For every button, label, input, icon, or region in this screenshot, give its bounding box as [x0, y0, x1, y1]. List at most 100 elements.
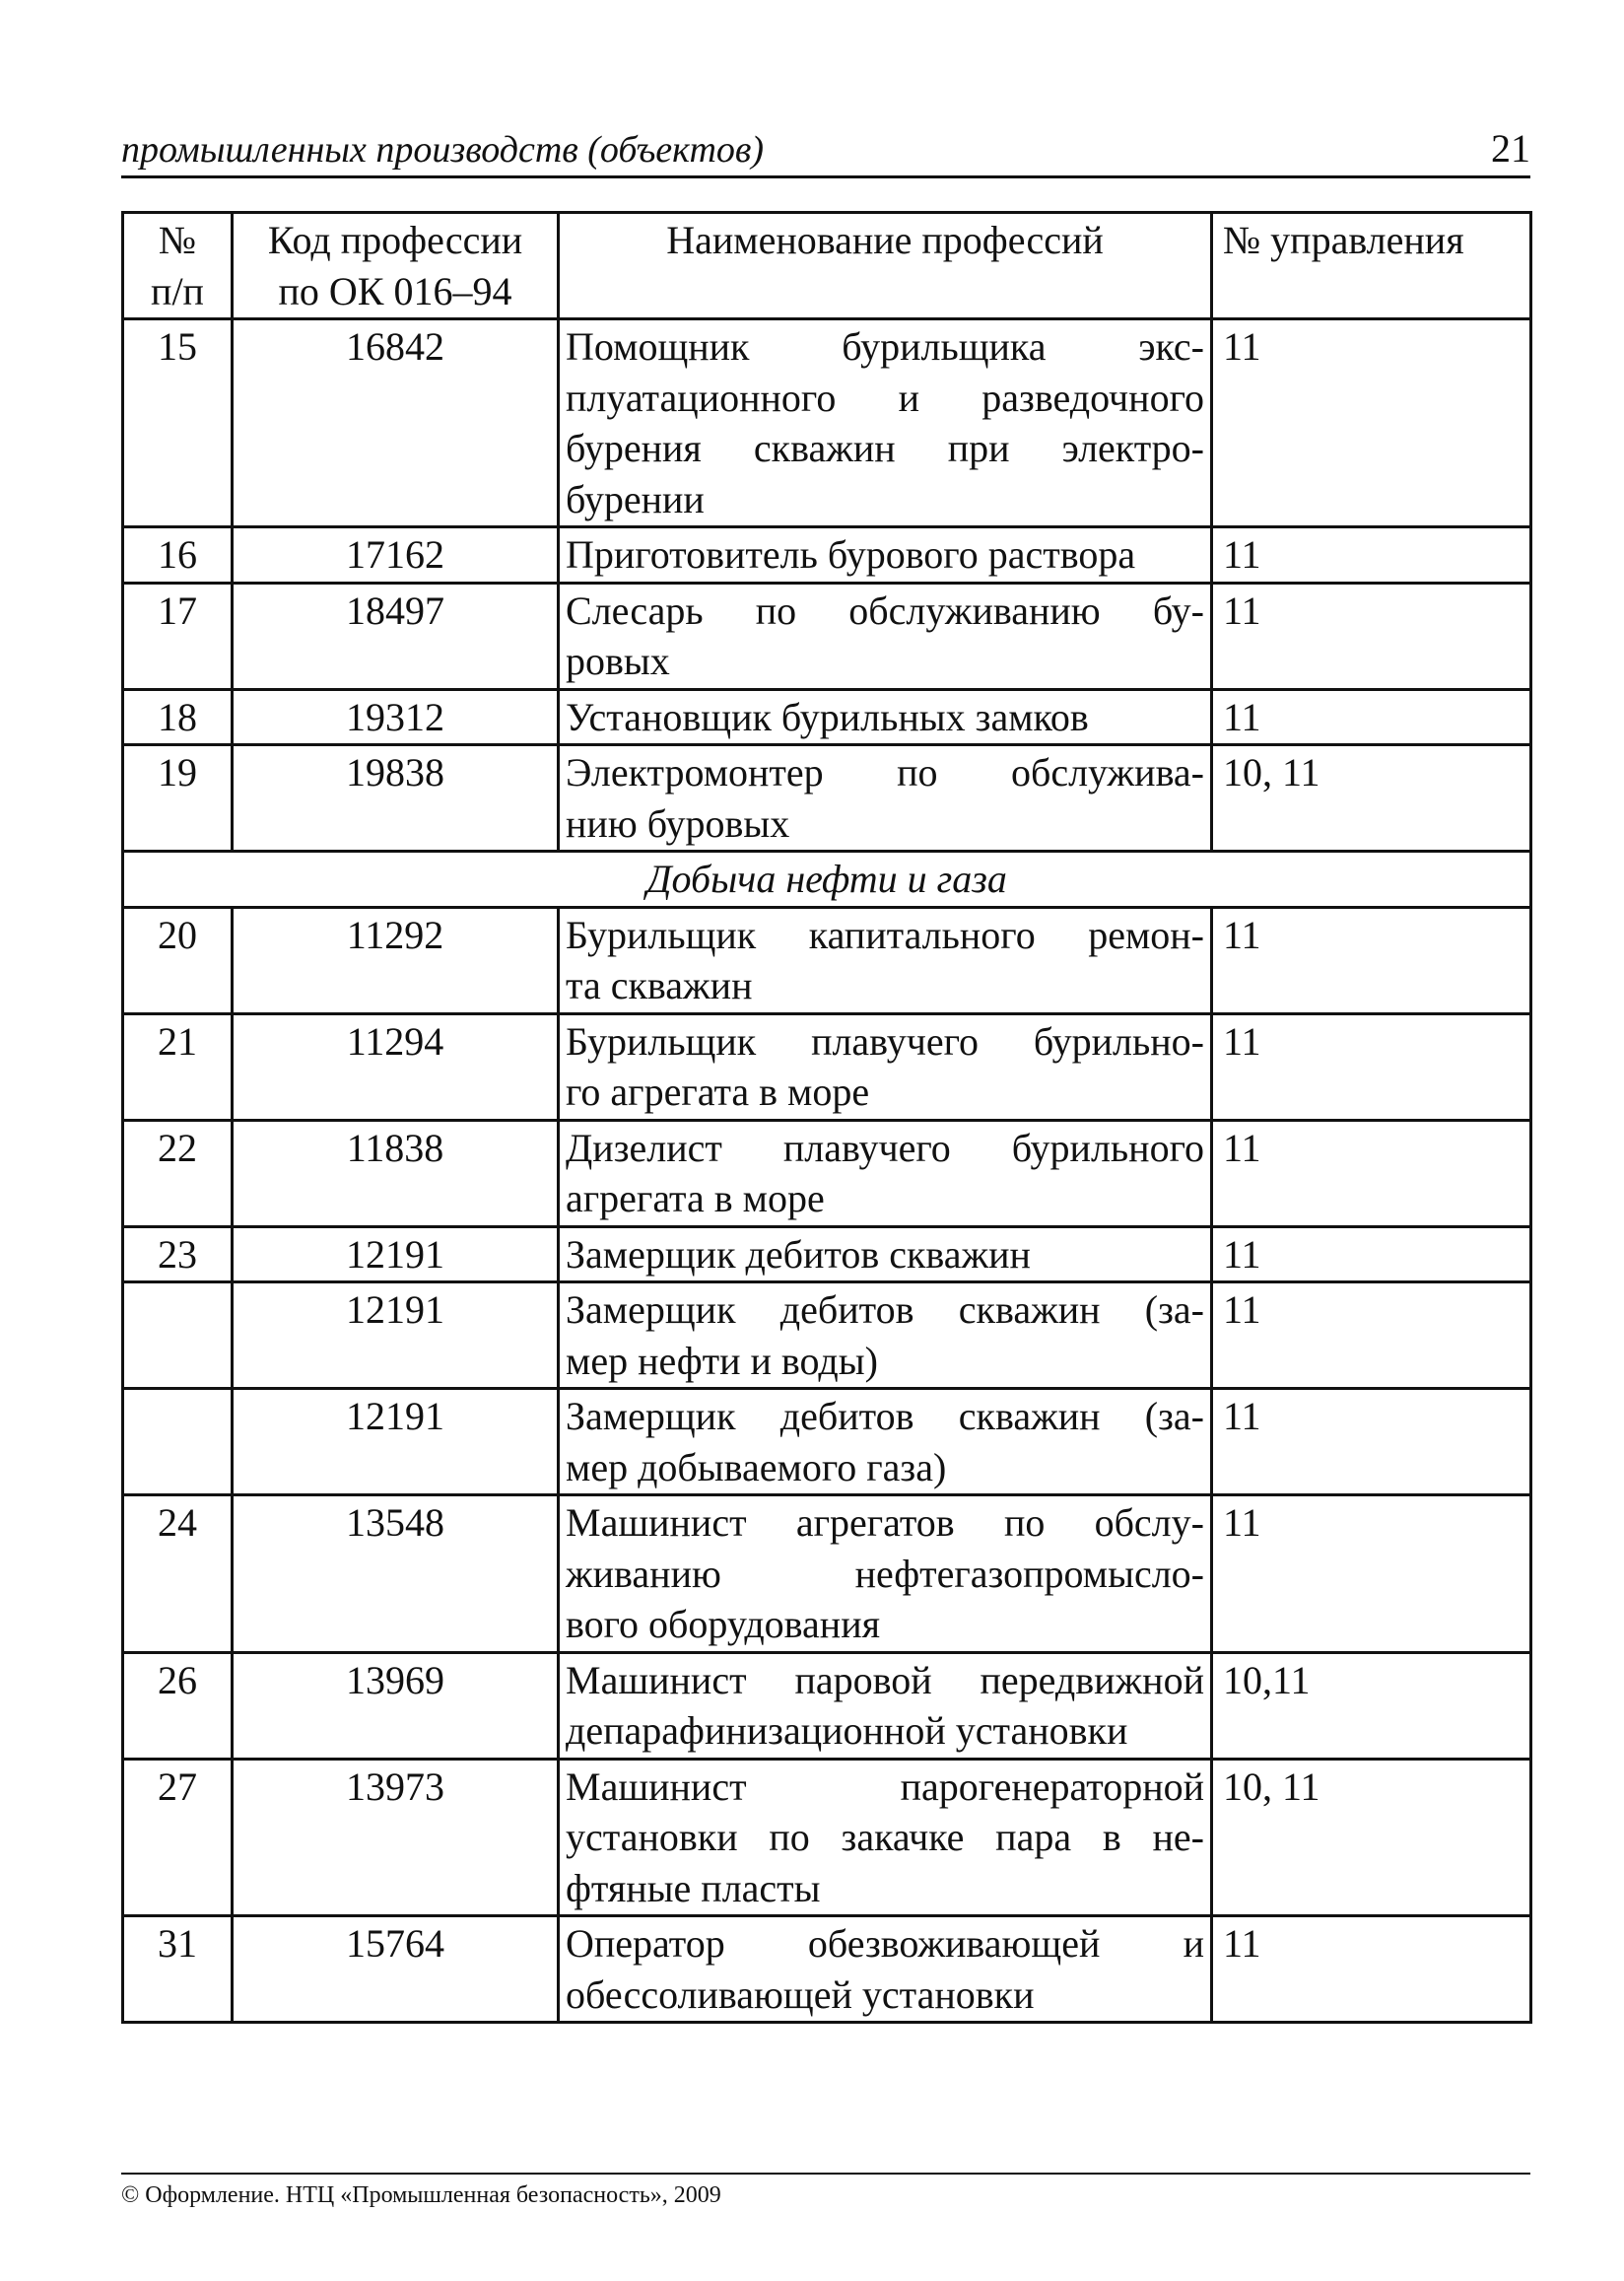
name-line: Машинист парогенераторной — [566, 1763, 1204, 1809]
row-number: 31 — [121, 1914, 234, 2024]
name-line: Приготовитель бурового раствора — [566, 532, 1136, 577]
name-line: Дизелист плавучего бурильного — [566, 1125, 1204, 1170]
section-title: Добыча нефти и газа — [121, 850, 1532, 909]
department-number: 11 — [1210, 1914, 1532, 2024]
profession-code: 12191 — [231, 1387, 560, 1496]
row-number: 15 — [121, 317, 234, 528]
row-number — [121, 1387, 234, 1496]
profession-code: 12191 — [231, 1224, 560, 1283]
name-line: Машинист агрегатов по обслу- — [566, 1500, 1204, 1545]
header-line: Код профессии — [267, 218, 523, 262]
name-line: депарафинизационной установки — [566, 1708, 1128, 1753]
name-line: Бурильщик плавучего бурильно- — [566, 1018, 1204, 1064]
name-line: Замерщик дебитов скважин (за- — [566, 1287, 1204, 1332]
table-row: 17 18497 Слесарь по обслуживанию бу-ровых 11 — [121, 581, 1532, 691]
footer: © Оформление. НТЦ «Промышленная безопасн… — [121, 2173, 1530, 2209]
department-number: 11 — [1210, 1224, 1532, 1283]
table-row: 12191 Замерщик дебитов скважин (за-мер нефти… — [121, 1280, 1532, 1390]
department-number: 11 — [1210, 687, 1532, 746]
row-number: 23 — [121, 1224, 234, 1283]
name-line: мер нефти и воды) — [566, 1338, 878, 1383]
department-number: 11 — [1210, 1280, 1532, 1390]
profession-code: 19838 — [231, 743, 560, 853]
row-number: 24 — [121, 1493, 234, 1654]
department-number: 11 — [1210, 1118, 1532, 1228]
name-line: нию буровых — [566, 800, 790, 846]
profession-name: Замерщик дебитов скважин (за-мер нефти и во… — [557, 1280, 1213, 1390]
header-line: № управления — [1223, 218, 1464, 262]
profession-code: 13973 — [231, 1757, 560, 1917]
profession-name: Слесарь по обслуживанию бу-ровых — [557, 581, 1213, 691]
row-number: 18 — [121, 687, 234, 746]
profession-name: Бурильщик капитального ремон-та скважин — [557, 905, 1213, 1015]
name-line: та скважин — [566, 963, 753, 1007]
table-row: 19 19838 Электромонтер по обслужива-нию буро… — [121, 743, 1532, 853]
name-line: Помощник бурильщика экс- — [566, 324, 1204, 369]
profession-name: Дизелист плавучего бурильного агрегата в мо… — [557, 1118, 1213, 1228]
table-row: 23 12191 Замерщик дебитов скважин 11 — [121, 1224, 1532, 1283]
profession-name: Приготовитель бурового раствора — [557, 525, 1213, 585]
page-number: 21 — [1491, 126, 1530, 171]
header-line: № — [158, 218, 197, 262]
table-row: 24 13548 Машинист агрегатов по обслу-живанию н… — [121, 1493, 1532, 1654]
profession-code: 17162 — [231, 525, 560, 585]
name-line: Слесарь по обслуживанию бу- — [566, 588, 1204, 633]
profession-name: Машинист парогенераторной установки по закач… — [557, 1757, 1213, 1917]
table-row: 16 17162 Приготовитель бурового раствора 11 — [121, 525, 1532, 585]
name-line: обессоливающей установки — [566, 1971, 1035, 2017]
name-line: живанию нефтегазопромысло- — [566, 1551, 1204, 1596]
department-number: 11 — [1210, 581, 1532, 691]
table-row: 22 11838 Дизелист плавучего бурильного агрега… — [121, 1118, 1532, 1228]
name-line: Бурильщик капитального ремон- — [566, 912, 1204, 957]
row-number: 26 — [121, 1650, 234, 1761]
row-number: 17 — [121, 581, 234, 691]
department-number: 11 — [1210, 1011, 1532, 1122]
profession-code: 16842 — [231, 317, 560, 528]
profession-name: Машинист агрегатов по обслу-живанию нефтегаз… — [557, 1493, 1213, 1654]
name-line: Замерщик дебитов скважин — [566, 1231, 1031, 1277]
profession-code: 13969 — [231, 1650, 560, 1761]
professions-table: № п/п Код профессии по ОК 016–94 Наименовани… — [121, 211, 1532, 2024]
name-line: плуатационного и разведочного — [566, 375, 1204, 420]
table-row: 27 13973 Машинист парогенераторной установки… — [121, 1757, 1532, 1917]
header-number: № п/п — [121, 211, 234, 320]
header-name: Наименование профессий — [557, 211, 1213, 320]
profession-name: Оператор обезвоживающей и обессоливающей ус… — [557, 1914, 1213, 2024]
name-line: Машинист паровой передвижной — [566, 1657, 1204, 1702]
department-number: 10, 11 — [1210, 743, 1532, 853]
department-number: 10,11 — [1210, 1650, 1532, 1761]
profession-code: 11294 — [231, 1011, 560, 1122]
row-number — [121, 1280, 234, 1390]
header-line: п/п — [151, 268, 204, 313]
table-row: 31 15764 Оператор обезвоживающей и обессолива… — [121, 1914, 1532, 2024]
profession-name: Бурильщик плавучего бурильно-го агрегата в… — [557, 1011, 1213, 1122]
name-line: го агрегата в море — [566, 1070, 870, 1114]
name-line: бурения скважин при электро- — [566, 426, 1204, 470]
table-row: 12191 Замерщик дебитов скважин (за-мер добыв… — [121, 1387, 1532, 1496]
department-number: 11 — [1210, 905, 1532, 1015]
profession-code: 11838 — [231, 1118, 560, 1228]
row-number: 20 — [121, 905, 234, 1015]
row-number: 21 — [121, 1011, 234, 1122]
department-number: 10, 11 — [1210, 1757, 1532, 1917]
table-row: 26 13969 Машинист паровой передвижной депараф… — [121, 1650, 1532, 1761]
table-row: 20 11292 Бурильщик капитального ремон-та скв… — [121, 905, 1532, 1015]
name-line: Замерщик дебитов скважин (за- — [566, 1394, 1204, 1438]
table-row: 18 19312 Установщик бурильных замков 11 — [121, 687, 1532, 746]
name-line: фтяные пласты — [566, 1865, 821, 1910]
name-line: агрегата в море — [566, 1176, 825, 1220]
header-line: Наименование профессий — [666, 218, 1104, 262]
profession-code: 18497 — [231, 581, 560, 691]
profession-name: Установщик бурильных замков — [557, 687, 1213, 746]
profession-name: Замерщик дебитов скважин — [557, 1224, 1213, 1283]
profession-name: Помощник бурильщика экс-плуатационного и раз… — [557, 317, 1213, 528]
name-line: мер добываемого газа) — [566, 1444, 947, 1489]
header-code: Код профессии по ОК 016–94 — [231, 211, 560, 320]
section-row: Добыча нефти и газа — [121, 850, 1532, 909]
name-line: Установщик бурильных замков — [566, 694, 1089, 739]
profession-name: Машинист паровой передвижной депарафинизаци… — [557, 1650, 1213, 1761]
row-number: 22 — [121, 1118, 234, 1228]
name-line: установки по закачке пара в не- — [566, 1815, 1204, 1859]
running-header: промышленных производств (объектов) 21 — [121, 120, 1530, 178]
header-department: № управления — [1210, 211, 1532, 320]
